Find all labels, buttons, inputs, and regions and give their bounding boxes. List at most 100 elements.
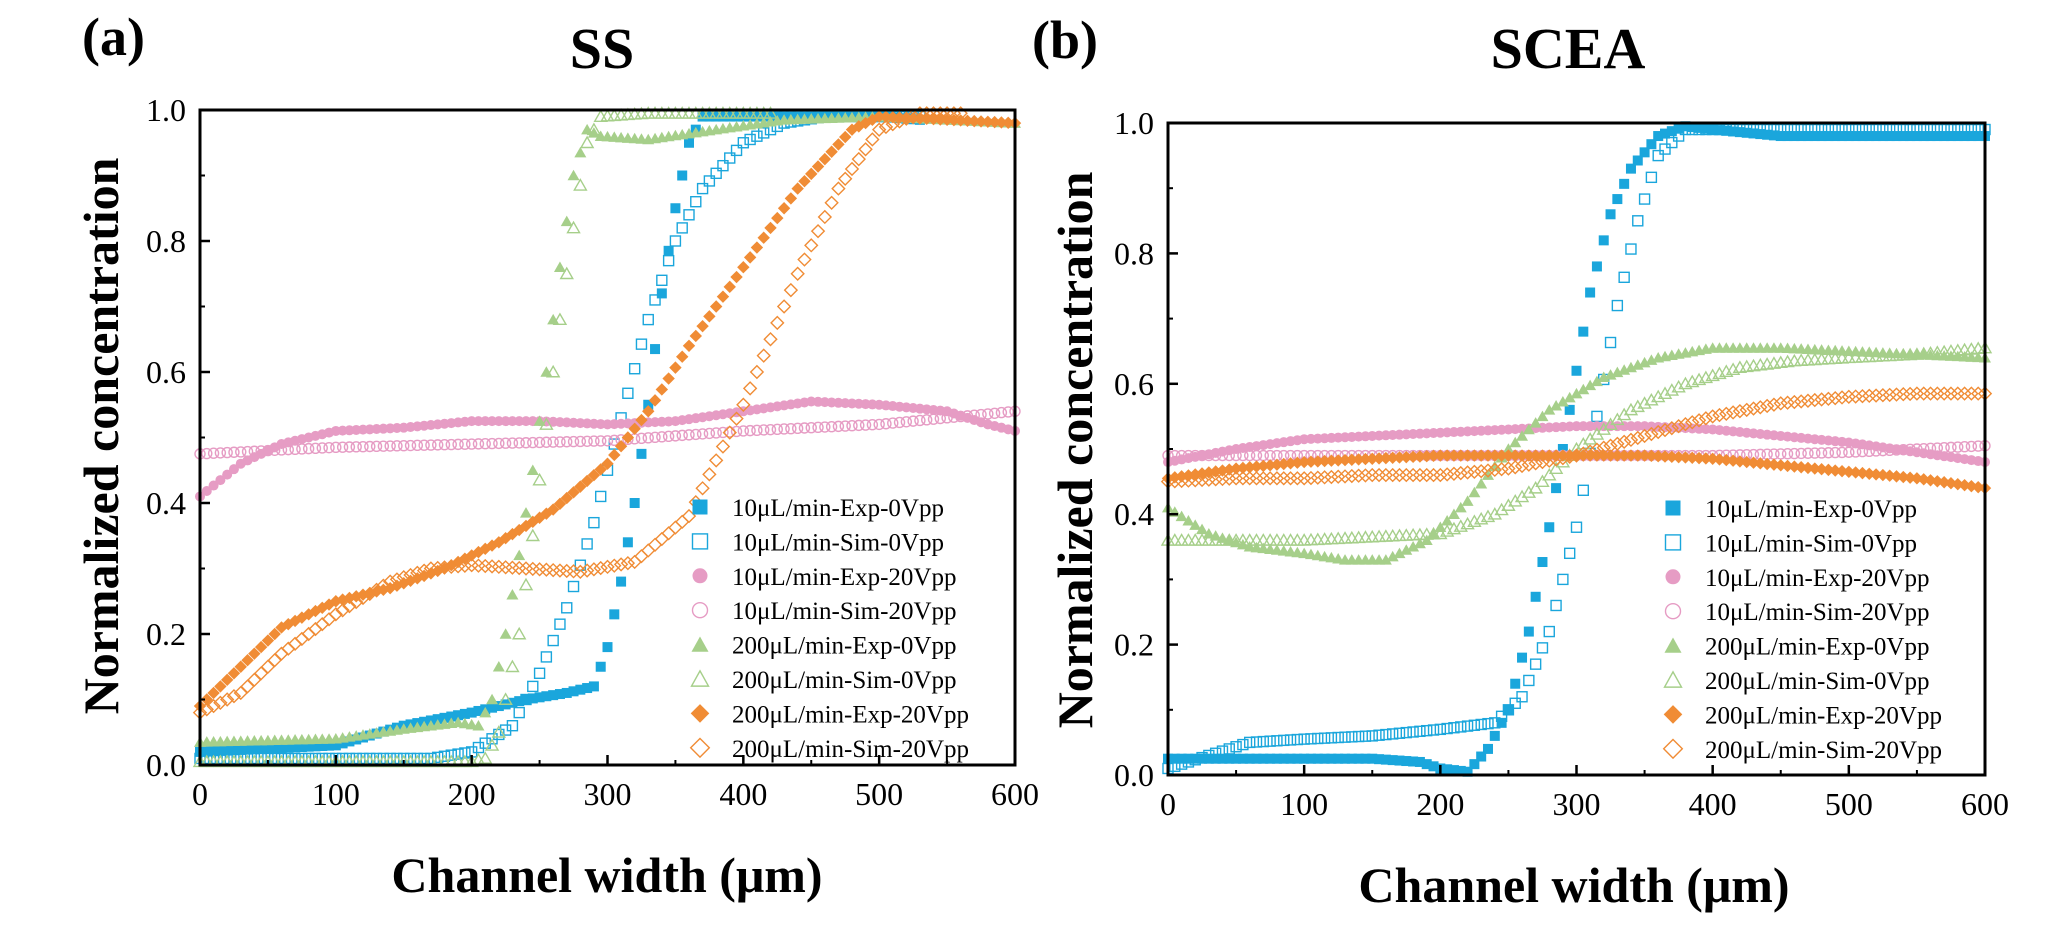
panel-a-data-point <box>757 231 770 244</box>
panel-b-data-point <box>1863 467 1876 480</box>
panel-b-data-point <box>1380 728 1392 741</box>
panel-b-data-point <box>1918 123 1930 136</box>
panel-b-data-point <box>1182 514 1195 526</box>
panel-b-data-point <box>1551 483 1562 494</box>
panel-b-data-point <box>1305 733 1317 745</box>
panel-b-data-point <box>1455 765 1466 776</box>
panel-b-data-point <box>1630 399 1645 413</box>
panel-b-data-point <box>1680 121 1691 132</box>
panel-a-data-point <box>708 453 724 468</box>
panel-b-data-point <box>1393 727 1406 739</box>
panel-b-data-point <box>1461 449 1474 462</box>
panel-a-data-point <box>656 431 668 443</box>
panel-a-legend-item: 200μL/min-Exp-0Vpp <box>691 633 957 660</box>
panel-b-legend-marker <box>1664 603 1682 620</box>
panel-a-data-point <box>492 536 506 549</box>
panel-b-data-point <box>1393 547 1406 559</box>
panel-b-data-point <box>1585 287 1596 298</box>
panel-a-data-point <box>215 745 226 756</box>
panel-b-data-point <box>1796 131 1807 142</box>
panel-b-data-point <box>1474 449 1488 462</box>
panel-b-data-point <box>1651 424 1666 440</box>
panel-b-data-point <box>1366 452 1379 465</box>
panel-b-data-point <box>1351 468 1366 483</box>
panel-b-data-point <box>1216 449 1229 462</box>
panel-a-data-point <box>669 430 682 442</box>
panel-b-data-point <box>1971 386 1986 401</box>
panel-a-data-point <box>498 692 513 705</box>
panel-a-data-point <box>499 628 512 639</box>
panel-a-data-point <box>439 712 450 723</box>
panel-a-data-point <box>914 414 926 427</box>
panel-b-data-point <box>1208 533 1223 546</box>
panel-a-data-point <box>505 659 520 673</box>
panel-a-data-point <box>785 422 797 435</box>
panel-a-data-point <box>974 115 988 128</box>
panel-b-data-point <box>1576 446 1591 461</box>
panel-b-data-point <box>1387 755 1398 766</box>
panel-b-data-point <box>1290 471 1305 486</box>
panel-b-data-point <box>1809 123 1821 136</box>
panel-a-data-point <box>342 598 357 614</box>
panel-b-data-point <box>1461 720 1474 732</box>
panel-a-x-axis-title: Channel width (μm) <box>391 847 822 903</box>
panel-a-data-point <box>879 110 893 124</box>
panel-b-data-point <box>1366 730 1378 742</box>
panel-b-data-point <box>1570 521 1583 533</box>
panel-a-data-point <box>459 747 471 759</box>
panel-a-data-point <box>690 428 702 441</box>
panel-b-x-tick-label: 500 <box>1825 786 1873 822</box>
panel-a-data-point <box>790 266 805 281</box>
panel-b-y-tick-label: 1.0 <box>1114 105 1154 141</box>
panel-a-data-point <box>370 585 383 598</box>
panel-a-data-point <box>818 152 832 166</box>
panel-b-data-point <box>1521 457 1537 472</box>
panel-a-data-point <box>356 588 370 601</box>
panel-b-data-point <box>1508 493 1523 507</box>
panel-a-data-point <box>574 435 587 448</box>
panel-b-data-point <box>1480 463 1496 478</box>
panel-a-data-point <box>749 364 765 380</box>
panel-a-data-point <box>608 434 620 446</box>
panel-a-data-point <box>635 413 648 427</box>
panel-b-data-point <box>1693 123 1705 136</box>
panel-a-data-point <box>587 468 601 482</box>
panel-b-data-point <box>1182 756 1195 768</box>
panel-b-data-point <box>1413 450 1427 463</box>
panel-b-x-tick-label: 300 <box>1553 786 1601 822</box>
panel-b-data-point <box>1427 449 1440 463</box>
panel-a-legend-marker <box>692 499 708 515</box>
panel-b-data-point <box>1175 510 1188 522</box>
panel-a-data-point <box>324 740 335 751</box>
panel-a-data-point <box>642 405 655 418</box>
panel-b-data-point <box>1564 404 1575 415</box>
panel-a-data-point <box>226 689 242 704</box>
panel-b-data-point <box>1550 400 1563 411</box>
panel-b-data-point <box>1965 123 1978 136</box>
panel-a-data-point <box>533 415 546 426</box>
panel-b-data-point <box>1890 444 1903 456</box>
panel-a-y-tick-label: 0.6 <box>146 354 186 390</box>
panel-a-data-point <box>1002 116 1015 129</box>
panel-b-data-point <box>1448 765 1459 776</box>
panel-a-data-point <box>704 111 715 122</box>
panel-b-data-point <box>1496 717 1507 728</box>
panel-a-data-point <box>595 435 607 447</box>
panel-a-data-point <box>601 457 614 470</box>
panel-a-data-point <box>512 560 527 576</box>
panel-a-data-point <box>208 746 219 757</box>
panel-a-data-point <box>744 424 756 437</box>
panel-a-data-point <box>620 555 636 571</box>
panel-a-data-point <box>988 407 1001 419</box>
panel-b-data-point <box>1699 452 1713 465</box>
panel-a-data-point <box>457 558 473 573</box>
panel-b-data-point <box>1235 533 1251 546</box>
panel-a-data-point <box>199 702 214 717</box>
panel-a-data-point <box>267 653 282 668</box>
panel-b-data-point <box>1870 123 1882 136</box>
panel-b-data-point <box>1672 450 1685 464</box>
panel-a-data-point <box>472 438 485 450</box>
panel-b-data-point <box>1700 123 1712 136</box>
panel-b-data-point <box>1495 710 1508 723</box>
panel-b-data-point <box>1911 131 1922 142</box>
